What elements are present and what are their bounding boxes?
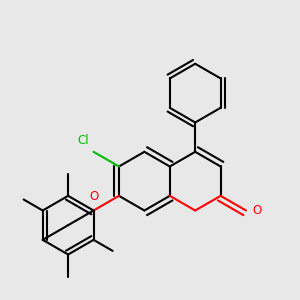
Text: O: O (89, 190, 98, 203)
Text: Cl: Cl (77, 134, 89, 147)
Text: O: O (253, 204, 262, 217)
